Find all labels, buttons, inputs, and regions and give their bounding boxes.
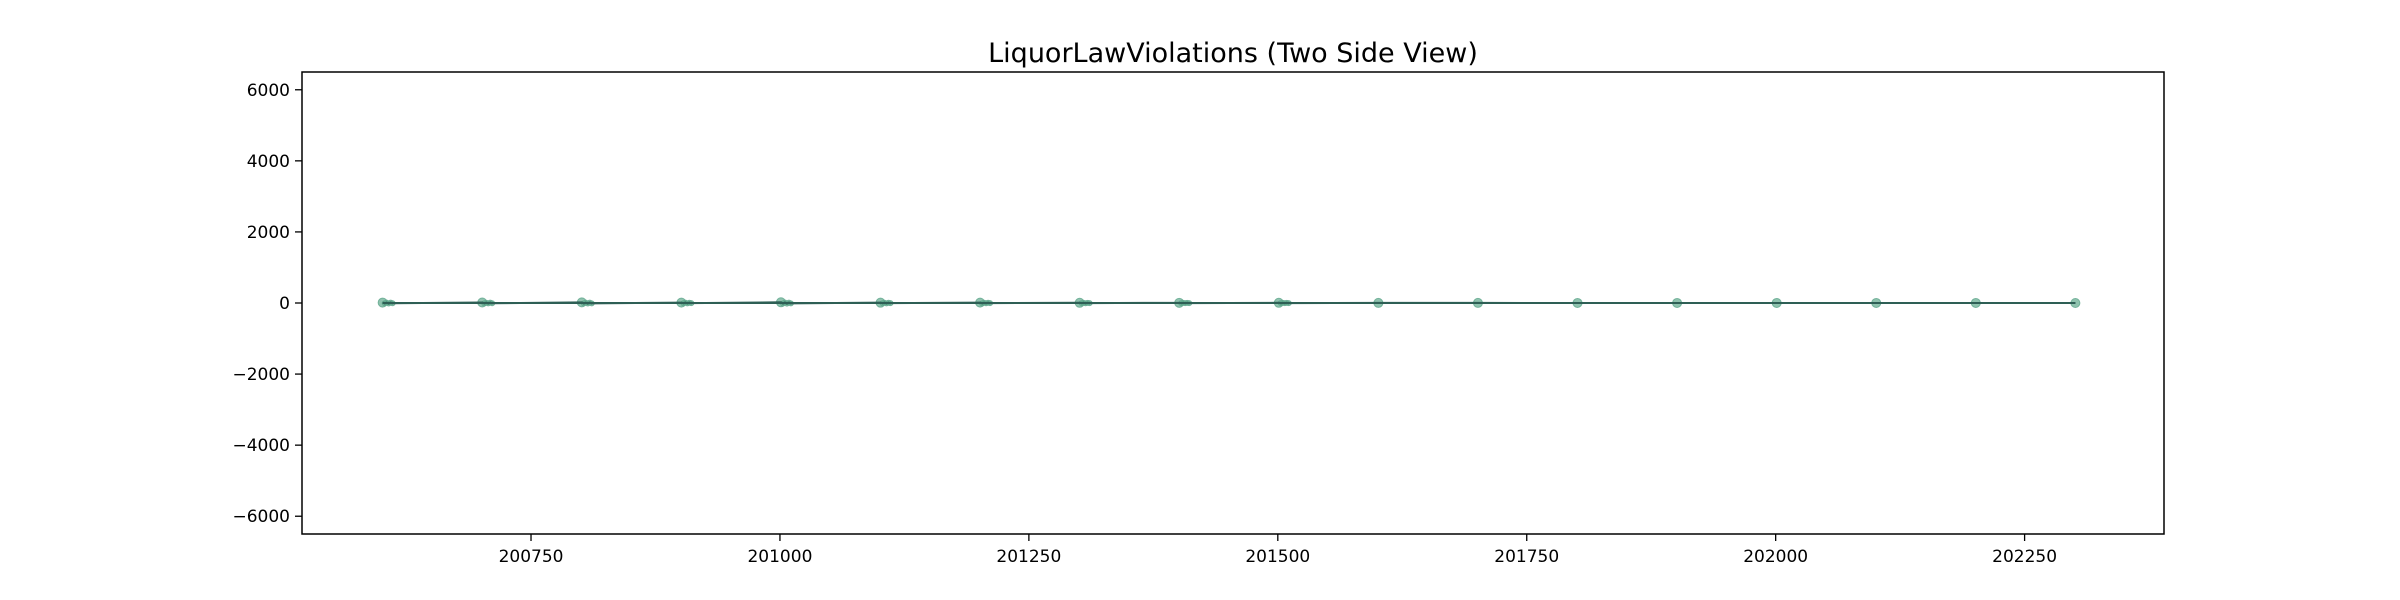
x-tick-label: 201000 xyxy=(747,547,812,567)
x-tick-label: 200750 xyxy=(499,547,564,567)
x-tick-label: 201250 xyxy=(996,547,1061,567)
chart-title: LiquorLawViolations (Two Side View) xyxy=(988,38,1478,69)
x-tick-label: 202000 xyxy=(1743,547,1808,567)
y-tick-label: 6000 xyxy=(247,81,290,101)
x-tick-label: 201500 xyxy=(1245,547,1310,567)
y-tick-label: −4000 xyxy=(232,436,290,456)
y-tick-label: −6000 xyxy=(232,507,290,527)
y-tick-label: 0 xyxy=(279,294,290,314)
data-line xyxy=(382,301,2076,305)
y-tick-label: 4000 xyxy=(247,152,290,172)
x-tick-label: 201750 xyxy=(1494,547,1559,567)
y-tick-label: −2000 xyxy=(232,365,290,385)
plot-area-frame xyxy=(301,71,2165,535)
x-axis-ticks: 200750 201000 201250 201500 201750 202000 2022… xyxy=(499,534,2057,567)
y-tick-label: 2000 xyxy=(247,223,290,243)
y-axis-ticks: 6000 4000 2000 0 −2000 −4000 −6000 xyxy=(232,81,302,527)
x-tick-label: 202250 xyxy=(1992,547,2057,567)
